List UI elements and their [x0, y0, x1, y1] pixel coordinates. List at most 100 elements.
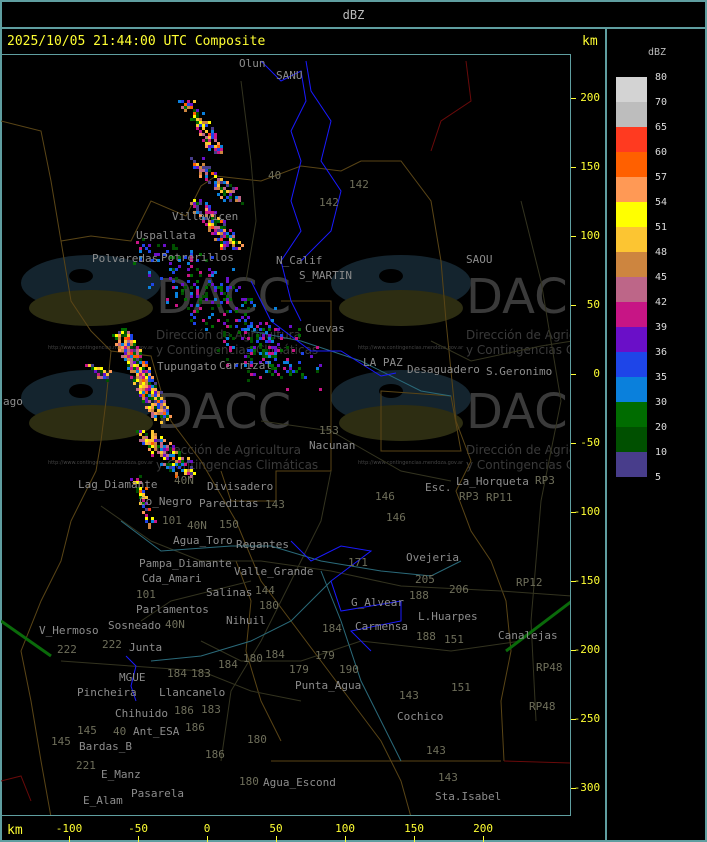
route-number: RP3	[459, 490, 479, 503]
radar-echo	[136, 388, 139, 391]
radar-echo	[190, 466, 193, 469]
radar-echo	[124, 340, 127, 343]
radar-echo	[259, 337, 262, 340]
radar-echo	[208, 211, 211, 214]
radar-echo	[139, 355, 142, 358]
radar-echo	[163, 400, 166, 403]
radar-echo	[142, 493, 145, 496]
radar-echo	[151, 439, 154, 442]
radar-echo	[124, 346, 127, 349]
radar-echo	[250, 349, 253, 352]
radar-echo	[193, 112, 196, 115]
route-number: 142	[349, 178, 369, 191]
radar-map[interactable]: DACC Dirección de Agricultura y Contingenc…	[0, 54, 571, 816]
radar-echo	[220, 283, 223, 286]
radar-echo	[247, 328, 250, 331]
radar-echo	[142, 394, 145, 397]
radar-echo	[160, 415, 163, 418]
radar-echo	[139, 379, 142, 382]
radar-echo	[199, 271, 202, 274]
radar-echo	[190, 250, 193, 253]
radar-echo	[142, 436, 145, 439]
radar-echo	[136, 487, 139, 490]
radar-echo	[211, 133, 214, 136]
place-label: Bardas_B	[79, 740, 132, 753]
radar-echo	[217, 217, 220, 220]
radar-echo	[211, 256, 214, 259]
radar-echo	[148, 286, 151, 289]
radar-echo	[88, 364, 91, 367]
y-tick-label: -100	[573, 505, 601, 518]
map-line	[125, 655, 137, 702]
radar-echo	[166, 418, 169, 421]
radar-echo	[169, 256, 172, 259]
radar-echo	[229, 235, 232, 238]
radar-echo	[190, 265, 193, 268]
radar-echo	[199, 202, 202, 205]
y-tick-label: 50	[586, 298, 601, 311]
radar-echo	[280, 349, 283, 352]
radar-echo	[157, 445, 160, 448]
radar-echo	[178, 100, 181, 103]
place-label: G_Alvear	[351, 596, 404, 609]
route-number: 151	[451, 681, 471, 694]
radar-echo	[172, 286, 175, 289]
legend-swatch	[616, 402, 647, 427]
radar-echo	[211, 223, 214, 226]
radar-echo	[298, 334, 301, 337]
watermark-url: http://www.contingencias.mendoza.gov.ar	[358, 460, 464, 466]
radar-echo	[145, 376, 148, 379]
route-number: 222	[102, 638, 122, 651]
radar-echo	[211, 274, 214, 277]
radar-echo	[157, 400, 160, 403]
watermark-line2: y Contingencias Climáticas	[156, 458, 318, 472]
route-number: 143	[265, 498, 285, 511]
legend-swatch	[616, 152, 647, 177]
route-number: 143	[438, 771, 458, 784]
radar-echo	[202, 133, 205, 136]
radar-echo	[151, 403, 154, 406]
radar-echo	[232, 187, 235, 190]
radar-echo	[130, 478, 133, 481]
radar-echo	[265, 370, 268, 373]
radar-echo	[214, 238, 217, 241]
radar-echo	[139, 475, 142, 478]
radar-echo	[199, 274, 202, 277]
radar-echo	[208, 220, 211, 223]
y-tick-label: -250	[573, 712, 601, 725]
radar-echo	[250, 364, 253, 367]
radar-echo	[238, 199, 241, 202]
radar-echo	[214, 286, 217, 289]
radar-echo	[151, 379, 154, 382]
radar-echo	[199, 121, 202, 124]
place-label: Lag_Diamante	[78, 478, 157, 491]
radar-echo	[148, 394, 151, 397]
map-line	[520, 200, 562, 722]
radar-echo	[229, 241, 232, 244]
route-labels: 40 142 142 153 146 143 150 101 40N 40N 101 40N 144 18…	[51, 169, 563, 788]
radar-echo	[193, 205, 196, 208]
radar-echo	[127, 346, 130, 349]
y-tick-label: -300	[573, 781, 601, 794]
radar-echo	[145, 394, 148, 397]
place-label: LA PAZ	[363, 356, 403, 369]
radar-echo	[154, 388, 157, 391]
radar-echo	[241, 337, 244, 340]
radar-echo	[142, 442, 145, 445]
radar-echo	[157, 406, 160, 409]
radar-echo	[208, 139, 211, 142]
radar-echo	[310, 355, 313, 358]
radar-echo	[133, 358, 136, 361]
radar-echo	[220, 148, 223, 151]
place-label: Tupungato	[157, 360, 217, 373]
radar-echo	[151, 430, 154, 433]
radar-echo	[211, 301, 214, 304]
radar-echo	[160, 409, 163, 412]
radar-echo	[172, 466, 175, 469]
radar-echo	[217, 178, 220, 181]
radar-echo	[214, 226, 217, 229]
radar-echo	[160, 451, 163, 454]
radar-echo	[259, 343, 262, 346]
